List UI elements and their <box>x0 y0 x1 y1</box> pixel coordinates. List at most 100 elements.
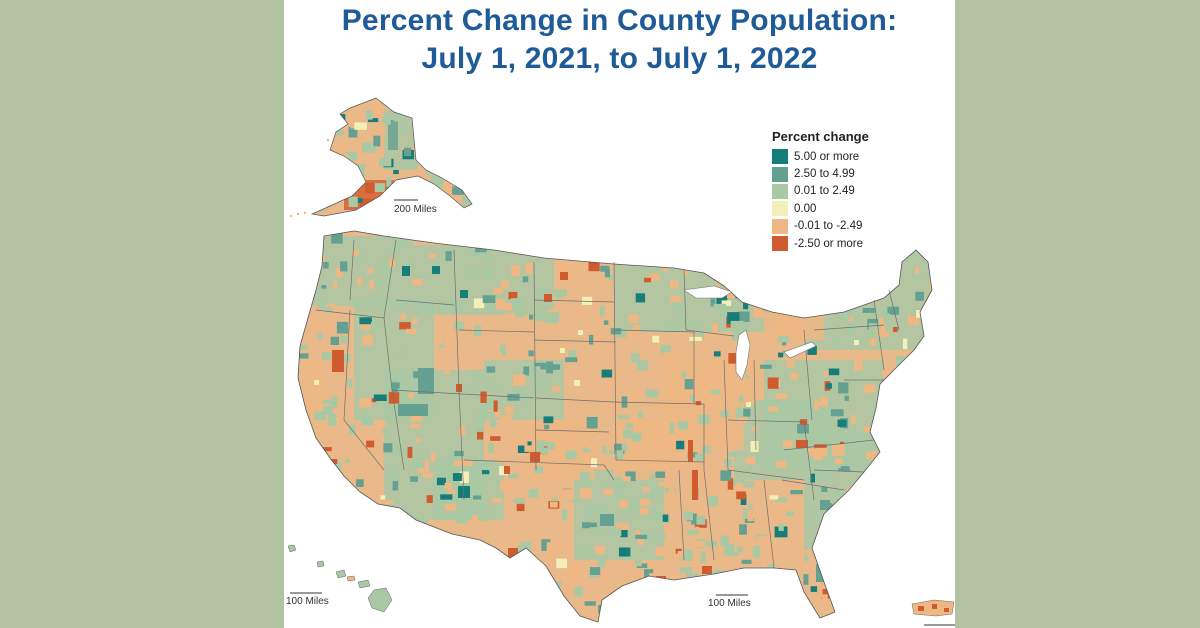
county-cell <box>721 478 732 490</box>
county-cell <box>343 353 351 362</box>
county-cell <box>886 430 892 437</box>
county-cell <box>475 247 487 253</box>
county-cell <box>825 274 832 287</box>
alaska-borough <box>418 101 432 112</box>
county-cell <box>775 460 787 468</box>
county-cell <box>428 253 437 259</box>
county-cell <box>407 446 413 458</box>
county-cell <box>556 425 566 435</box>
county-cell <box>400 313 406 321</box>
county-cell <box>516 511 525 516</box>
county-cell <box>543 416 554 424</box>
county-cell <box>349 522 359 528</box>
county-cell <box>490 509 496 520</box>
county-cell <box>480 463 492 475</box>
map-title-line-1: Percent Change in County Population: <box>341 4 898 37</box>
state-border <box>343 309 351 421</box>
county-cell <box>426 495 433 503</box>
county-cell <box>899 408 907 416</box>
county-cell <box>768 545 780 557</box>
county-cell <box>922 362 928 371</box>
county-cell <box>613 477 626 489</box>
alaska-borough <box>338 181 346 190</box>
county-cell <box>738 416 748 423</box>
legend-title: Percent change <box>772 129 869 144</box>
county-cell <box>368 531 377 543</box>
county-cell <box>359 317 372 325</box>
county-cell <box>880 249 888 258</box>
county-cell <box>508 291 518 300</box>
conus-map <box>297 230 933 623</box>
county-cell <box>750 441 759 452</box>
alaska-borough <box>356 164 365 176</box>
county-cell <box>721 300 732 307</box>
state-border <box>803 421 815 501</box>
county-cell <box>728 353 739 364</box>
county-cell <box>374 419 386 427</box>
county-cell <box>435 584 443 592</box>
alaska-borough <box>382 117 391 125</box>
county-cell <box>851 505 863 511</box>
county-cell <box>742 508 748 519</box>
county-cell <box>368 551 379 559</box>
county-cell <box>778 352 784 358</box>
county-cell <box>440 494 453 500</box>
county-cell <box>830 409 844 417</box>
county-cluster <box>458 486 470 498</box>
state-border <box>753 359 757 451</box>
county-cell <box>321 322 331 333</box>
county-cell <box>591 334 604 343</box>
county-cell <box>814 399 819 410</box>
map-canvas <box>287 97 955 626</box>
county-cell <box>672 576 677 587</box>
county-cell <box>770 252 775 260</box>
state-border <box>723 359 729 471</box>
county-cell <box>723 245 733 254</box>
county-cell <box>321 285 327 290</box>
legend-label: 0.01 to 2.49 <box>794 185 855 198</box>
county-cell <box>303 303 311 312</box>
county-cell <box>807 345 817 355</box>
county-cell <box>357 277 362 286</box>
county-cell <box>670 279 675 289</box>
aleutian-island <box>303 211 307 215</box>
county-cell <box>412 278 423 286</box>
county-cell <box>336 321 349 334</box>
county-cell <box>321 351 331 360</box>
county-cell <box>306 544 319 551</box>
county-cell <box>791 269 805 279</box>
county-cell <box>676 440 685 450</box>
county-cell <box>474 542 487 548</box>
county-cell <box>832 499 843 505</box>
county-cluster <box>432 266 440 274</box>
county-cell <box>433 261 442 266</box>
county-cell <box>328 413 337 426</box>
county-cell <box>572 562 582 574</box>
county-cell <box>544 466 551 475</box>
county-cell <box>869 331 875 341</box>
county-cell <box>398 396 409 403</box>
county-cell <box>331 232 343 244</box>
county-cell <box>743 613 756 619</box>
county-cell <box>667 260 676 267</box>
alaska-borough <box>374 183 385 192</box>
county-cell <box>615 450 624 460</box>
alaska-borough <box>404 162 418 170</box>
county-cell <box>613 515 620 520</box>
county-cell <box>430 452 436 463</box>
county-cell <box>635 534 648 539</box>
county-cell <box>871 601 880 610</box>
alaska-borough <box>382 209 392 216</box>
county-cell <box>358 618 370 622</box>
county-cell <box>702 445 711 454</box>
county-cell <box>668 485 675 493</box>
county-cell <box>709 485 719 493</box>
county-cell <box>452 302 463 314</box>
county-cell <box>909 311 919 316</box>
county-cell <box>854 536 866 545</box>
county-cell <box>877 531 884 537</box>
county-cell <box>324 460 332 469</box>
state-border <box>383 317 393 391</box>
aleutian-island <box>289 214 293 218</box>
county-cell <box>413 371 422 379</box>
